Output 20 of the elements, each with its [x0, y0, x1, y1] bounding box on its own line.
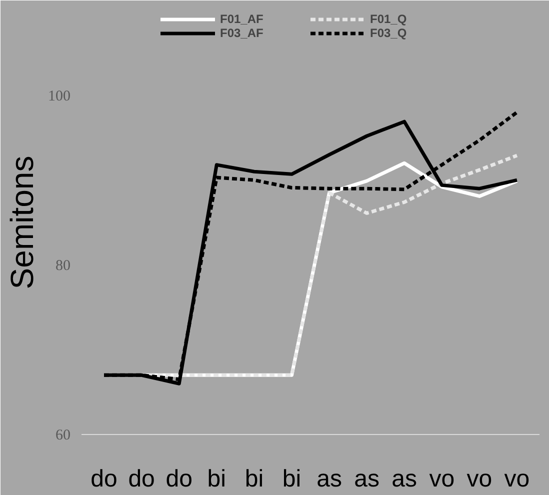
legend-label: F03_AF: [220, 26, 264, 40]
legend-label: F03_Q: [370, 26, 408, 40]
x-tick-label: do: [166, 466, 192, 492]
x-tick-label: bi: [244, 466, 264, 492]
x-tick-label: as: [392, 466, 418, 492]
x-tick-label: as: [316, 466, 342, 492]
x-tick-label: bi: [207, 466, 226, 492]
x-tick-label: vo: [429, 466, 455, 492]
y-tick-label: 100: [48, 88, 70, 104]
x-tick-label: do: [90, 466, 118, 492]
x-tick-label: vo: [466, 466, 492, 492]
x-tick-label: do: [128, 466, 155, 492]
legend-label: F01_Q: [370, 12, 408, 26]
y-tick-label: 80: [56, 258, 70, 274]
x-tick-label: bi: [282, 466, 302, 492]
y-tick-label: 60: [56, 428, 70, 444]
y-axis-title: Semitons: [4, 156, 40, 290]
x-tick-label: vo: [504, 466, 530, 492]
x-tick-label: as: [354, 466, 380, 492]
legend-label: F01_AF: [220, 12, 264, 26]
